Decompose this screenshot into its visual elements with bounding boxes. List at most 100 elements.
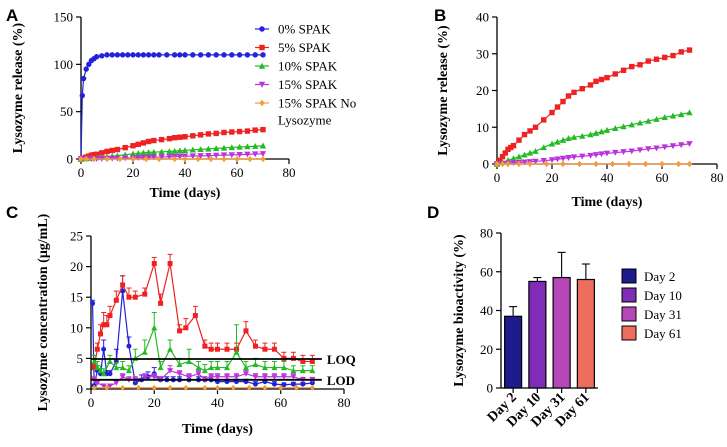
x-tick-label: 60 (231, 165, 244, 180)
data-point (636, 119, 644, 126)
data-point (197, 146, 204, 153)
data-point (576, 160, 583, 168)
y-tick-label: 0 (67, 152, 74, 167)
x-tick-label: 0 (494, 170, 501, 185)
data-point (532, 124, 539, 130)
data-point (130, 155, 136, 163)
data-point (150, 154, 157, 161)
data-point (150, 148, 157, 155)
y-tick-label: 15 (70, 290, 83, 305)
data-point (143, 155, 149, 163)
data-point (686, 141, 693, 147)
data-point (120, 282, 126, 288)
data-point (532, 147, 539, 154)
data-point (145, 138, 152, 145)
ref-label-lod: LOD (327, 373, 355, 388)
data-point (104, 52, 110, 58)
data-point (653, 56, 660, 62)
data-point (230, 384, 236, 391)
data-point (205, 145, 212, 152)
data-point (260, 52, 266, 58)
data-point (579, 153, 586, 160)
data-point (100, 370, 107, 377)
data-point (113, 364, 120, 371)
data-point (221, 129, 227, 136)
data-point (565, 135, 572, 141)
data-point (244, 128, 251, 134)
data-point (234, 155, 240, 163)
data-point (570, 154, 578, 161)
data-point (197, 52, 204, 58)
data-point (559, 136, 567, 143)
data-point (83, 66, 89, 72)
data-point (182, 52, 188, 58)
data-point (499, 160, 506, 168)
data-point (505, 160, 511, 168)
data-point (99, 150, 105, 156)
data-point (527, 128, 533, 134)
data-point (502, 150, 508, 156)
data-point (653, 145, 660, 152)
data-point (271, 381, 277, 387)
data-point (629, 63, 635, 70)
data-point (252, 52, 258, 58)
data-point (554, 104, 561, 110)
data-point (106, 358, 113, 364)
data-point (300, 358, 306, 364)
x-tick-label: 20 (127, 165, 140, 180)
data-point (101, 346, 107, 352)
data-point (587, 152, 594, 159)
data-point (117, 155, 123, 163)
data-point (244, 151, 251, 158)
data-point (598, 76, 605, 83)
data-point (262, 384, 268, 391)
data-point (229, 129, 235, 135)
data-point (661, 114, 668, 121)
x-tick-label: 40 (601, 170, 614, 185)
data-point (141, 374, 148, 380)
data-point (201, 367, 208, 374)
data-point (612, 125, 619, 132)
data-point (93, 151, 100, 157)
data-point (213, 52, 219, 58)
data-point (186, 374, 193, 380)
data-point (223, 374, 230, 380)
data-point (197, 153, 204, 160)
data-point (94, 380, 101, 386)
data-point (686, 160, 693, 168)
data-point (171, 155, 178, 163)
y-axis-title: Lysozyme bioactivity (%) (452, 234, 467, 387)
data-point (177, 328, 183, 334)
data-point (521, 151, 528, 158)
y-tick-label: 10 (70, 320, 83, 335)
data-point (166, 154, 173, 161)
legend-label: Day 31 (644, 307, 682, 322)
data-point (252, 381, 258, 387)
data-point (213, 152, 220, 159)
data-point (571, 89, 577, 96)
data-point (252, 151, 259, 158)
y-tick-label: 0 (77, 382, 84, 397)
y-axis-title: Lysozyme release (%) (11, 22, 26, 153)
data-point (141, 349, 148, 355)
y-tick-label: 10 (476, 120, 489, 135)
data-point (125, 367, 132, 374)
data-point (294, 384, 300, 391)
legend-label: Lysozyme (278, 113, 332, 128)
data-point (637, 62, 643, 68)
y-tick-label: 30 (476, 46, 489, 61)
data-point (659, 160, 665, 168)
series-line (93, 263, 313, 368)
legend-swatch (621, 268, 637, 284)
data-point (186, 358, 193, 364)
legend-label: Day 61 (644, 326, 682, 341)
data-point (261, 364, 268, 371)
data-point (171, 135, 178, 141)
data-point (214, 374, 221, 380)
data-point (228, 144, 235, 151)
data-point (242, 371, 249, 377)
data-point (91, 365, 97, 371)
data-point (213, 130, 219, 137)
data-point (91, 384, 97, 391)
